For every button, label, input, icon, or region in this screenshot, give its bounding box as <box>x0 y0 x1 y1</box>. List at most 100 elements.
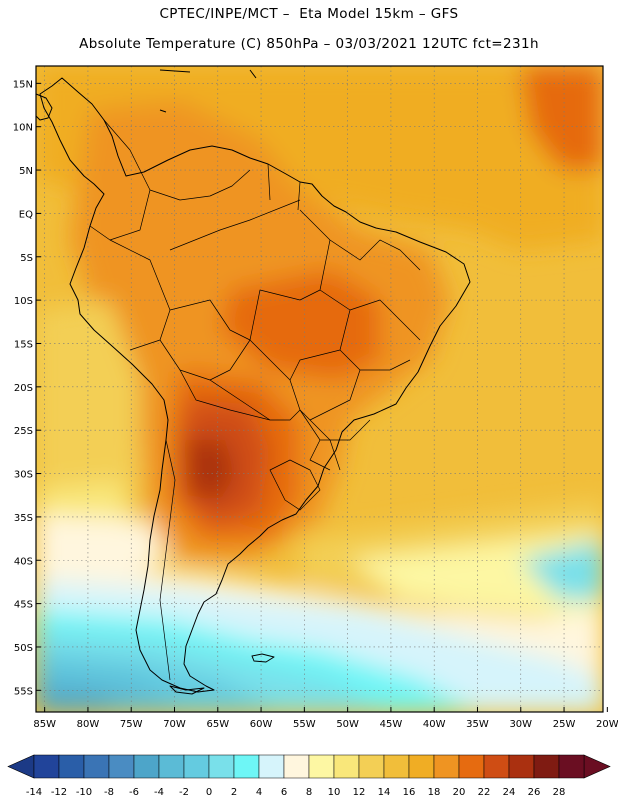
legend-swatch <box>408 754 435 779</box>
legend-label: 24 <box>503 787 516 798</box>
band-0-east <box>520 540 603 600</box>
legend-swatch <box>58 754 85 779</box>
lat-tick-label: 10S <box>14 296 33 307</box>
map-title-line1: CPTEC/INPE/MCT – Eta Model 15km – GFS <box>159 6 459 22</box>
temperature-field <box>36 66 603 712</box>
latitude-labels: 15N 10N 5N EQ 5S 10S 15S 20S 25S 30S 35S 40S 45S 50S 5… <box>13 79 41 697</box>
band-14-pacific <box>36 300 140 520</box>
lon-tick-label: 85W <box>33 719 56 730</box>
lon-tick-label: 80W <box>77 719 100 730</box>
legend-label: -6 <box>129 787 139 798</box>
legend-label: 18 <box>428 787 441 798</box>
legend-swatch <box>333 754 360 779</box>
band-26-chaco <box>185 440 235 500</box>
legend-label: 12 <box>353 787 366 798</box>
border-colombia <box>89 119 151 241</box>
lat-tick-label: 45S <box>14 600 33 611</box>
band-22-central-brazil <box>220 270 380 380</box>
color-legend: -14 -12 -10 -8 -6 -4 -2 0 2 4 6 8 10 12 14 16 18 20 22 24 26… <box>7 754 611 798</box>
legend-high-arrow <box>583 754 611 779</box>
legend-swatch <box>158 754 185 779</box>
legend-swatch <box>533 754 560 779</box>
caribbean-islands <box>159 69 257 113</box>
border-argentina-chile <box>159 439 176 681</box>
legend-swatch <box>108 754 135 779</box>
legend-label: -14 <box>26 787 42 798</box>
legend-label: -12 <box>51 787 67 798</box>
lat-tick-label: 30S <box>14 470 33 481</box>
legend-swatch <box>283 754 310 779</box>
legend-swatch <box>33 754 60 779</box>
lat-tick-label: 35S <box>14 513 33 524</box>
lat-tick-label: 50S <box>14 643 33 654</box>
graticule <box>36 66 603 712</box>
band-m8-south <box>36 690 120 712</box>
legend-label: 20 <box>453 787 466 798</box>
border-uruguay <box>269 459 321 511</box>
map-title-line2: Absolute Temperature (C) 850hPa – 03/03/… <box>79 36 539 52</box>
lon-tick-label: 40W <box>423 719 446 730</box>
field-shading <box>36 66 603 712</box>
lon-tick-label: 75W <box>120 719 143 730</box>
legend-swatch <box>558 754 585 779</box>
legend-label: -10 <box>76 787 92 798</box>
lon-tick-label: 35W <box>466 719 489 730</box>
legend-label: 2 <box>231 787 237 798</box>
lon-tick-label: 30W <box>509 719 532 730</box>
lon-tick-label: 60W <box>250 719 273 730</box>
legend-label: 8 <box>306 787 312 798</box>
legend-label: -8 <box>104 787 114 798</box>
lon-tick-label: 45W <box>380 719 403 730</box>
legend-swatch <box>358 754 385 779</box>
falkland-islands <box>251 653 275 663</box>
country-borders <box>89 119 421 681</box>
legend-label: 4 <box>256 787 262 798</box>
legend-swatch <box>208 754 235 779</box>
legend-swatch <box>183 754 210 779</box>
border-brazil-states <box>249 209 421 471</box>
border-brazil-west <box>169 199 341 471</box>
legend-label: 28 <box>553 787 566 798</box>
legend-swatch <box>233 754 260 779</box>
longitude-labels: 85W 80W 75W 70W 65W 60W 55W 50W 45W 40W 35W 30W 25W 2… <box>33 707 618 730</box>
lat-tick-label: 5S <box>20 253 33 264</box>
legend-swatch <box>83 754 110 779</box>
legend-swatch <box>483 754 510 779</box>
lon-tick-label: 70W <box>163 719 186 730</box>
border-argentina-north <box>179 369 271 421</box>
legend-label: 14 <box>378 787 391 798</box>
coastlines <box>35 69 471 695</box>
lat-tick-label: 20S <box>14 383 33 394</box>
legend-label: 0 <box>206 787 212 798</box>
lat-tick-label: 5N <box>19 166 33 177</box>
lon-tick-label: 55W <box>293 719 316 730</box>
lat-tick-label: 10N <box>13 123 33 134</box>
south-america-coast <box>39 77 471 693</box>
legend-swatch <box>508 754 535 779</box>
tierra-del-fuego <box>169 685 205 695</box>
border-venezuela <box>149 169 251 201</box>
band-22-northeast <box>520 66 603 170</box>
lat-tick-label: 15S <box>14 339 33 350</box>
border-guianas <box>267 163 301 211</box>
legend-low-arrow <box>7 754 35 779</box>
map-frame <box>35 65 604 713</box>
lat-tick-label: 55S <box>14 686 33 697</box>
legend-swatch <box>383 754 410 779</box>
legend-swatch <box>308 754 335 779</box>
lon-tick-label: 25W <box>553 719 576 730</box>
legend-label: 26 <box>528 787 541 798</box>
lon-tick-label: 20W <box>596 719 618 730</box>
legend-label: -2 <box>179 787 189 798</box>
lat-tick-label: EQ <box>19 209 33 220</box>
lat-tick-label: 15N <box>13 79 33 90</box>
band-8-south-atlantic <box>350 530 603 620</box>
central-america-coast <box>35 93 53 121</box>
legend-label: 6 <box>281 787 287 798</box>
lat-tick-label: 25S <box>14 426 33 437</box>
legend-swatch <box>133 754 160 779</box>
legend-label: 10 <box>328 787 341 798</box>
legend-label: 22 <box>478 787 491 798</box>
legend-swatch <box>258 754 285 779</box>
